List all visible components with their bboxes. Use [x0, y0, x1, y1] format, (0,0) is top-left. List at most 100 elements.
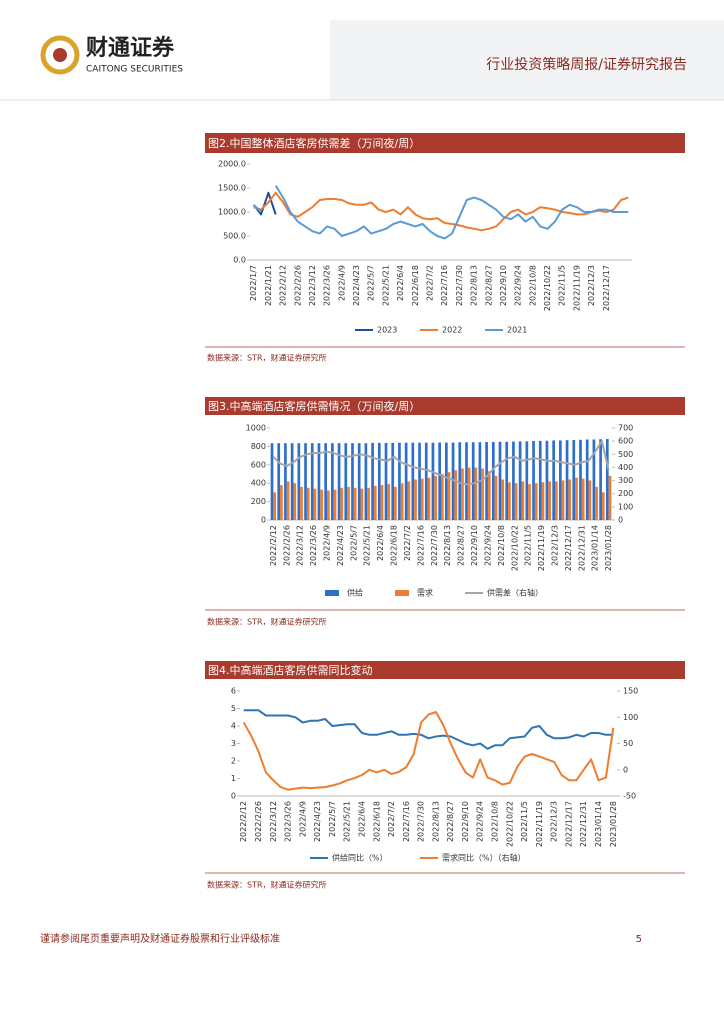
bar: [514, 483, 518, 520]
source: 数据来源：STR，财通证券研究所: [207, 353, 327, 363]
x-tick-label: 2022/11/5: [524, 525, 533, 566]
x-tick-label: 2022/9/10: [461, 801, 470, 842]
legend-label: 需求: [417, 588, 433, 598]
x-tick-label: 2022/8/27: [446, 801, 455, 842]
bar: [595, 486, 598, 520]
y-tick-label: 0.0: [233, 256, 246, 265]
caption: 图4.中高端酒店客房供需同比变动: [208, 663, 373, 677]
bar: [465, 442, 468, 520]
bar: [434, 475, 437, 520]
bar: [277, 443, 281, 520]
x-tick-label: 2022/2/12: [239, 801, 248, 842]
y-tick-label: 0: [261, 516, 266, 525]
bar: [327, 490, 330, 520]
x-tick-label: 2022/6/4: [376, 525, 385, 561]
x-tick-label: 2022/12/31: [579, 801, 588, 847]
x-tick-label: 2022/7/2: [403, 525, 412, 561]
bar: [293, 483, 297, 520]
legend-label: 2021: [507, 326, 527, 335]
y2-tick-label: 50: [623, 739, 633, 748]
bar: [458, 442, 462, 520]
bar: [351, 443, 354, 520]
bar: [373, 485, 377, 520]
line-series: [252, 185, 629, 240]
x-tick-label: 2023/01/14: [594, 801, 603, 847]
page-number: 5: [636, 934, 642, 945]
x-tick-label: 2022/11/19: [535, 801, 544, 847]
bar: [357, 443, 361, 520]
x-tick-label: 2022/10/22: [510, 525, 519, 571]
x-tick-label: 2022/2/12: [269, 525, 278, 566]
x-tick-label: 2022/10/8: [491, 801, 500, 842]
logo-icon: [40, 35, 80, 75]
x-tick-label: 2022/9/24: [483, 525, 492, 566]
y2-tick-label: 600: [618, 437, 633, 446]
x-tick-label: 2022/9/10: [470, 525, 479, 566]
y2-tick-label: 500: [618, 450, 633, 459]
x-tick-label: 2022/1/21: [264, 265, 273, 306]
bar: [337, 443, 341, 520]
legend-swatch: [395, 590, 409, 596]
bar: [541, 482, 545, 520]
bar: [407, 481, 411, 520]
bar: [387, 484, 391, 520]
x-tick-label: 2022/2/26: [293, 265, 302, 306]
x-tick-label: 2022/11/19: [537, 525, 546, 571]
x-tick-label: 2022/10/8: [528, 265, 537, 306]
bar: [290, 443, 294, 520]
x-tick-label: 2022/6/18: [372, 801, 381, 842]
x-tick-label: 2022/12/31: [577, 525, 586, 571]
x-tick-label: 2022/7/30: [430, 525, 439, 566]
y-tick-label: 5: [231, 704, 236, 713]
x-tick-label: 2022/6/18: [411, 265, 420, 306]
bar: [608, 475, 612, 520]
legend-label: 需求同比（%）（右轴）: [442, 853, 526, 863]
bar: [420, 478, 424, 520]
x-tick-label: 2022/3/12: [269, 801, 278, 842]
legend-swatch: [325, 590, 339, 596]
x-tick-label: 2022/12/17: [564, 525, 573, 571]
bar: [377, 442, 381, 520]
bar: [344, 443, 348, 520]
x-tick-label: 2022/4/23: [352, 265, 361, 306]
bar: [552, 440, 555, 520]
x-tick-label: 2023/01/14: [591, 525, 600, 571]
bar: [572, 439, 576, 520]
y-tick-label: 200: [251, 497, 266, 506]
y-tick-label: 500.0: [223, 232, 246, 241]
x-tick-label: 2022/4/23: [313, 801, 322, 842]
line-series: [253, 191, 629, 232]
x-tick-label: 2022/10/22: [505, 801, 514, 847]
bar: [400, 483, 404, 520]
x-tick-label: 2022/10/22: [543, 265, 552, 311]
bar: [273, 492, 277, 520]
x-tick-label: 2022/7/16: [416, 525, 425, 566]
x-tick-label: 2022/12/3: [551, 525, 560, 566]
disclaimer: 谨请参阅尾页重要声明及财通证券股票和行业评级标准: [40, 932, 280, 945]
bar: [512, 441, 515, 520]
bar: [505, 441, 509, 520]
bar: [538, 440, 542, 520]
bar: [394, 486, 397, 520]
y-tick-label: 4: [231, 722, 236, 731]
y2-tick-label: 400: [618, 463, 633, 472]
x-tick-label: 2022/8/13: [470, 265, 479, 306]
bar: [347, 486, 350, 520]
x-tick-label: 2022/9/24: [476, 801, 485, 842]
x-tick-label: 2022/3/12: [308, 265, 317, 306]
bar: [445, 442, 448, 520]
x-tick-label: 2022/12/17: [602, 265, 611, 311]
x-tick-label: 2022/6/18: [390, 525, 399, 566]
bar: [485, 441, 488, 520]
bar: [534, 483, 538, 520]
bar: [300, 486, 303, 520]
x-tick-label: 2022/4/23: [336, 525, 345, 566]
bar: [471, 442, 475, 520]
bar: [364, 443, 368, 520]
y2-tick-label: 100: [623, 713, 638, 722]
y-tick-label: 2: [231, 757, 236, 766]
x-tick-label: 2022/8/27: [457, 525, 466, 566]
bar: [565, 440, 569, 520]
y2-tick-label: 0: [623, 765, 628, 774]
